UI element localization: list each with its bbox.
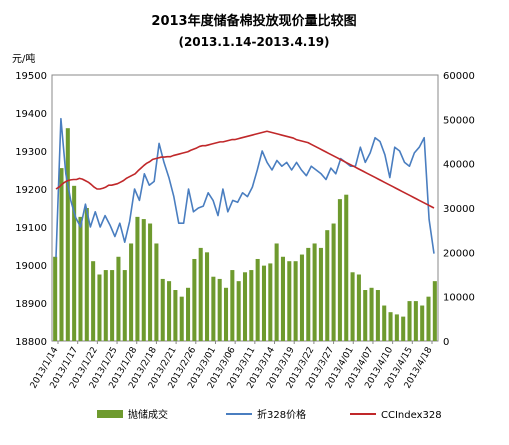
legend-label-price: 折328价格 [257,408,306,421]
bar-trading-volume [268,263,273,341]
bar-trading-volume [160,278,165,341]
bar-trading-volume [217,278,222,341]
bar-trading-volume [293,261,298,341]
bar-trading-volume [312,243,317,341]
bar-trading-volume [337,199,342,341]
bar-trading-volume [401,316,406,341]
bar-trading-volume [223,287,229,341]
y-left-tick-label: 19300 [15,147,47,158]
bar-trading-volume [426,296,431,341]
bar-trading-volume [369,287,374,341]
bar-trading-volume [407,301,412,341]
bar-trading-volume [344,194,349,341]
bar-trading-volume [274,243,279,341]
chart-title: 2013年度储备棉投放现价量比较图 [151,13,356,29]
bar-trading-volume [388,312,393,341]
bar-trading-volume [382,305,387,341]
y-right-tick-label: 60000 [443,71,475,82]
bar-trading-volume [331,223,336,341]
bar-trading-volume [53,256,58,341]
line-price-328 [55,117,435,258]
y-left-tick-label: 19000 [15,261,47,272]
legend-swatch-bar [97,410,123,418]
line-ccindex-328 [55,130,435,209]
y-left-tick-label: 19200 [15,185,47,196]
y-right-tick-label: 10000 [443,293,475,304]
bar-trading-volume [280,256,285,341]
bar-trading-volume [91,261,96,341]
bar-trading-volume [198,247,203,341]
bar-trading-volume [192,258,197,341]
y-left-tick-label: 18900 [15,299,47,310]
bar-trading-volume [103,270,108,341]
y-right-tick-label: 0 [443,337,449,348]
y-right-tick-label: 20000 [443,248,475,259]
bar-trading-volume [211,276,216,341]
bar-trading-volume [205,252,210,341]
bar-trading-volume [154,243,159,341]
bar-trading-volume [413,301,418,341]
bar-trading-volume [173,290,178,341]
bar-trading-volume [116,256,121,341]
bar-trading-volume [148,223,153,341]
bar-trading-volume [186,287,191,341]
bar-trading-volume [84,208,89,341]
legend-label-bar: 抛储成交 [128,408,168,421]
y-left-tick-label: 19400 [15,109,47,120]
bar-trading-volume [97,274,102,341]
bar-trading-volume [236,281,241,341]
y-left-tick-label: 18800 [15,337,47,348]
bar-trading-volume [356,274,361,341]
legend: 抛储成交 折328价格 CCIndex328 [97,408,442,421]
bar-trading-volume [78,216,83,341]
bar-trading-volume [65,128,70,341]
y-right-tick-label: 30000 [443,204,475,215]
bar-trading-volume [110,270,115,341]
bar-trading-volume [394,314,399,341]
bar-trading-volume [230,270,235,341]
bar-trading-volume [287,261,292,341]
y-left-tick-label: 19500 [15,71,47,82]
legend-label-index: CCIndex328 [381,410,442,421]
bar-trading-volume [135,216,140,341]
plot-area: 18800 18900 19000 19100 19200 19300 19400 19500… [15,71,475,390]
bar-trading-volume [59,168,64,341]
bar-trading-volume [420,305,425,341]
bar-trading-volume [129,243,134,341]
bar-trading-volume [325,230,330,341]
bar-trading-volume [141,219,146,341]
bar-trading-volume [179,296,184,341]
bar-trading-volume [350,272,355,341]
bar-trading-volume [242,272,248,341]
bar-trading-volume [249,270,254,341]
y-axis-left-label: 元/吨 [12,52,35,65]
bar-trading-volume [261,265,267,341]
y-right-tick-label: 40000 [443,160,475,171]
bar-trading-volume [72,185,77,341]
bar-trading-volume [255,258,260,341]
bar-trading-volume [375,290,380,341]
bar-trading-volume [167,281,172,341]
y-right-tick-label: 50000 [443,115,475,126]
bar-trading-volume [363,290,368,341]
bar-trading-volume [306,247,311,341]
bar-trading-volume [318,247,323,341]
bar-trading-volume [299,254,304,341]
y-left-tick-label: 19100 [15,223,47,234]
bar-trading-volume [432,281,437,341]
bar-trading-volume [122,270,127,341]
chart-subtitle: (2013.1.14-2013.4.19) [178,35,329,49]
